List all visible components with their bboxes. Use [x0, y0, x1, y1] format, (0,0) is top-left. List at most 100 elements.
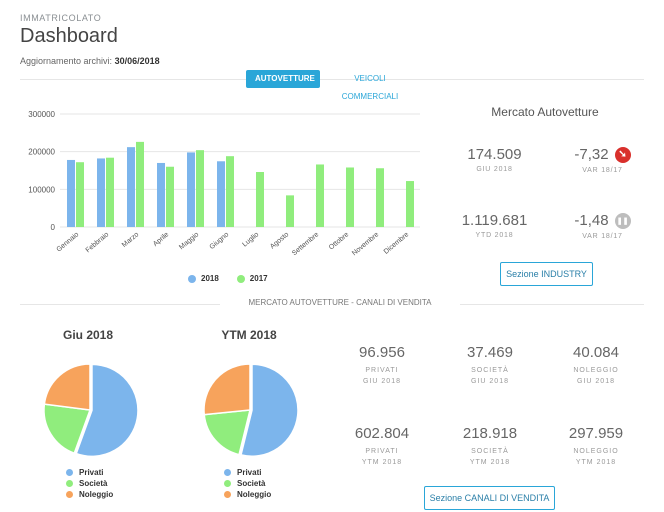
bar-2017-novembre[interactable]	[376, 168, 384, 227]
legend-2018-swatch	[188, 274, 196, 283]
legend-privati-swatch	[66, 469, 73, 476]
legend-noleggio-label[interactable]: Noleggio	[79, 490, 114, 499]
x-tick-label: Gennaio	[56, 231, 81, 253]
stat-noleggio-ytm: 297.959 NOLEGGIO YTM 2018	[548, 425, 644, 468]
legend-privati-swatch	[224, 469, 231, 476]
pie-slice-privati[interactable]	[240, 363, 299, 457]
stat-label: PRIVATI	[365, 367, 399, 374]
x-tick-label: Maggio	[178, 231, 200, 251]
monthly-registrations-bar-chart: 0 100000 200000 300000 Gennaio Febbraio Marzo A…	[28, 110, 420, 257]
pause-icon: ❚❚	[614, 212, 631, 229]
stat-period: YTM 2018	[469, 459, 511, 466]
legend-privati-label[interactable]: Privati	[237, 468, 262, 477]
stat-label: PRIVATI	[365, 448, 399, 455]
last-update: Aggiornamento archivi: 30/06/2018	[20, 56, 160, 66]
page-title: Dashboard	[20, 25, 118, 47]
sales-channels-section-button[interactable]: Sezione CANALI DI VENDITA	[424, 486, 555, 510]
bar-2018-aprile[interactable]	[157, 162, 165, 227]
legend-societa-swatch	[224, 480, 231, 487]
stat-label: SOCIETÀ	[471, 448, 509, 455]
legend-2018-label[interactable]: 2018	[201, 274, 219, 283]
stat-value: 297.959	[568, 425, 624, 442]
pie-slice-società[interactable]	[43, 403, 92, 455]
eyebrow: IMMATRICOLATO	[20, 13, 102, 23]
x-tick-label: Giugno	[208, 231, 230, 251]
bar-legend: 2018 2017	[188, 274, 268, 283]
bar-2018-maggio[interactable]	[187, 152, 195, 227]
x-tick-label: Aprile	[152, 231, 170, 248]
bar-2017-maggio[interactable]	[196, 150, 204, 227]
bar-2017-settembre[interactable]	[316, 164, 324, 227]
pie-ytm-chart	[203, 363, 299, 457]
kpi-month: 174.509 GIU 2018	[447, 146, 542, 173]
pie-month-title: Giu 2018	[62, 328, 114, 342]
last-update-label: Aggiornamento archivi:	[20, 56, 113, 66]
stat-period: YTM 2018	[575, 459, 617, 466]
x-tick-label: Dicembre	[383, 231, 411, 256]
stat-value: 40.084	[573, 344, 619, 361]
kpi-ytd-var: -1,48 ❚❚ VAR 18/17	[555, 212, 650, 240]
industry-section-button[interactable]: Sezione INDUSTRY	[500, 262, 593, 286]
kpi-month-var-label: VAR 18/17	[582, 167, 623, 174]
x-tick-label: Novembre	[351, 231, 380, 257]
bar-2017-agosto[interactable]	[286, 195, 294, 227]
legend-noleggio-swatch	[66, 491, 73, 498]
legend-privati-label[interactable]: Privati	[79, 468, 104, 477]
pie-slice-società[interactable]	[203, 409, 251, 456]
sales-channels-section-label: MERCATO AUTOVETTURE - CANALI DI VENDITA	[220, 298, 460, 307]
arrow-down-right-icon: ➘	[614, 146, 631, 163]
bar-2017-ottobre[interactable]	[346, 167, 354, 227]
y-tick-label: 200000	[28, 148, 55, 157]
x-tick-label: Luglio	[241, 231, 260, 248]
bar-2018-giugno[interactable]	[217, 161, 225, 227]
stat-period: GIU 2018	[471, 378, 509, 385]
kpi-ytd: 1.119.681 YTD 2018	[447, 212, 542, 239]
pie-slice-noleggio[interactable]	[203, 363, 251, 416]
pie-ytm-title: YTM 2018	[221, 328, 277, 342]
y-tick-label: 100000	[28, 185, 55, 194]
bar-2017-aprile[interactable]	[166, 166, 174, 227]
tab-veicoli-commerciali[interactable]: VEICOLI COMMERCIALI	[341, 74, 399, 101]
x-tick-label: Marzo	[121, 231, 140, 249]
pie-ytm-legend: Privati Società Noleggio	[224, 467, 271, 500]
stat-privati-ytm: 602.804 PRIVATI YTM 2018	[334, 425, 430, 468]
bar-2017-marzo[interactable]	[136, 141, 144, 227]
stat-value: 602.804	[354, 425, 410, 442]
legend-noleggio-label[interactable]: Noleggio	[237, 490, 272, 499]
stat-period: GIU 2018	[577, 378, 615, 385]
pie-slice-noleggio[interactable]	[43, 363, 91, 411]
stat-value: 37.469	[467, 344, 513, 361]
bar-2017-gennaio[interactable]	[76, 162, 84, 227]
y-tick-label: 0	[51, 223, 56, 232]
stat-societa-ytm: 218.918 SOCIETÀ YTM 2018	[442, 425, 538, 468]
stat-label: SOCIETÀ	[471, 367, 509, 374]
legend-2017-label[interactable]: 2017	[249, 274, 268, 283]
stat-label: NOLEGGIO	[573, 448, 619, 455]
legend-societa-label[interactable]: Società	[237, 479, 266, 488]
stat-privati-month: 96.956 PRIVATI GIU 2018	[334, 344, 430, 387]
stat-societa-month: 37.469 SOCIETÀ GIU 2018	[442, 344, 538, 387]
bar-2017-giugno[interactable]	[226, 156, 234, 227]
kpi-ytd-var-label: VAR 18/17	[582, 233, 623, 240]
bar-2017-luglio[interactable]	[256, 172, 264, 227]
legend-societa-label[interactable]: Società	[79, 479, 108, 488]
stat-period: YTM 2018	[361, 459, 403, 466]
pie-month-legend: Privati Società Noleggio	[66, 467, 113, 500]
tab-autovetture[interactable]: AUTOVETTURE	[246, 70, 320, 88]
pie-slice-privati[interactable]	[75, 363, 139, 458]
legend-societa-swatch	[66, 480, 73, 487]
stat-label: NOLEGGIO	[573, 367, 619, 374]
kpi-month-var: -7,32 ➘ VAR 18/17	[555, 146, 650, 174]
x-tick-label: Febbraio	[85, 231, 111, 254]
kpi-month-value: 174.509	[467, 146, 522, 163]
bar-2018-marzo[interactable]	[127, 147, 135, 227]
bar-2017-febbraio[interactable]	[106, 157, 114, 227]
x-tick-label: Ottobre	[328, 231, 350, 251]
stat-period: GIU 2018	[363, 378, 401, 385]
x-tick-label: Settembre	[291, 231, 320, 257]
stat-noleggio-month: 40.084 NOLEGGIO GIU 2018	[548, 344, 644, 387]
bar-2017-dicembre[interactable]	[406, 181, 414, 227]
bar-2018-gennaio[interactable]	[67, 159, 75, 227]
bar-2018-febbraio[interactable]	[97, 158, 105, 227]
kpi-ytd-var-value: -1,48	[574, 212, 609, 229]
